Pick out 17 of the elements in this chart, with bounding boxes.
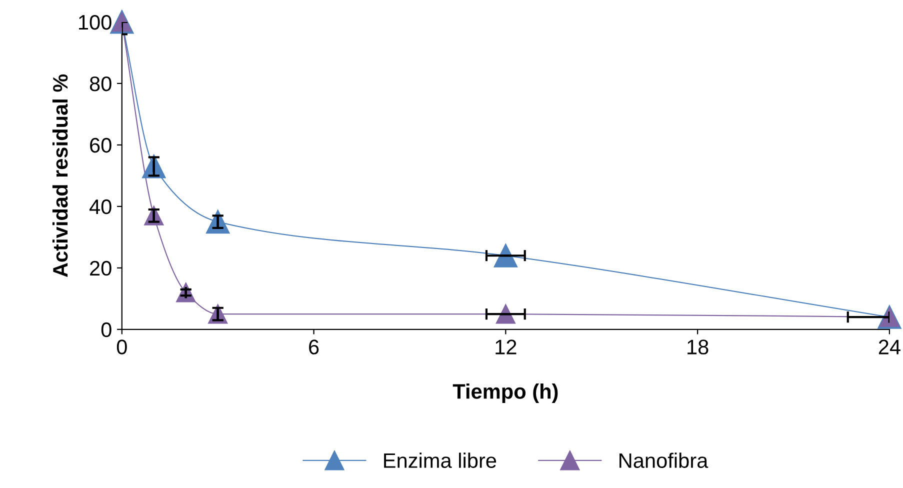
x-tick-label: 18 bbox=[688, 340, 708, 354]
x-axis-title: Tiempo (h) bbox=[452, 384, 558, 403]
y-tick-label: 100 bbox=[79, 14, 112, 30]
legend-label: Enzima libre bbox=[384, 452, 496, 468]
y-tick-label: 20 bbox=[90, 260, 112, 276]
x-tick-label: 24 bbox=[878, 340, 900, 354]
y-tick-label: 80 bbox=[90, 76, 112, 92]
x-tick-label: 12 bbox=[496, 340, 516, 354]
y-tick-label: 40 bbox=[89, 199, 112, 214]
y-tick-label: 60 bbox=[90, 138, 112, 153]
y-tick-label: 0 bbox=[101, 322, 112, 338]
point bbox=[496, 304, 516, 324]
point bbox=[494, 244, 518, 268]
legend-label: Nanofibra bbox=[620, 452, 708, 468]
x-tick-label: 0 bbox=[116, 340, 127, 354]
x-tick-label: 6 bbox=[309, 340, 319, 354]
y-axis-title: Actividad residual % bbox=[52, 74, 68, 278]
